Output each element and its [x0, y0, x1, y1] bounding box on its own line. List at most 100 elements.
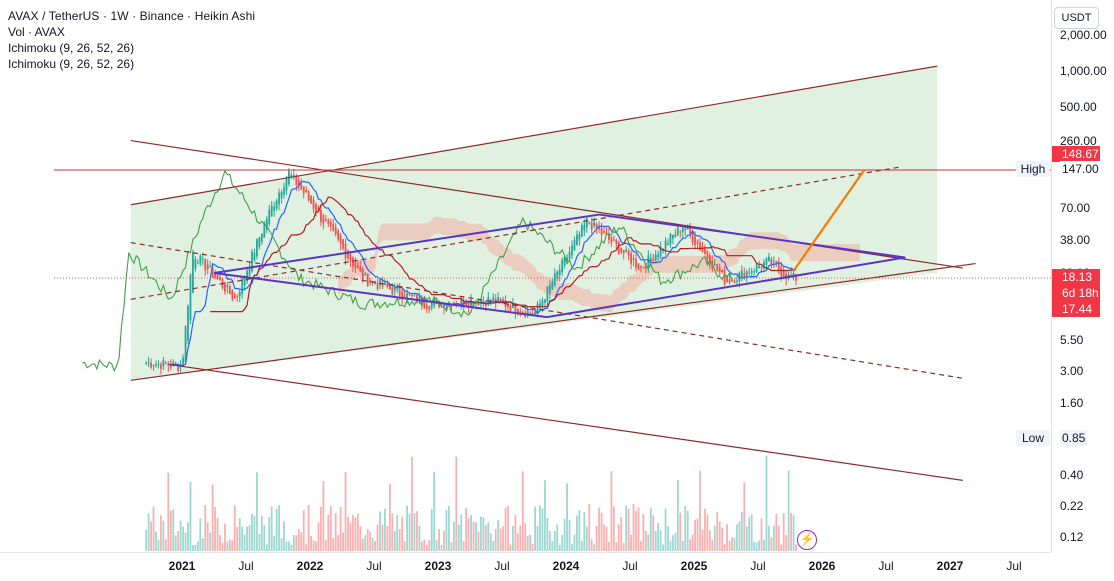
candle-body — [334, 227, 337, 235]
volume-bar — [381, 524, 384, 551]
volume-bar — [558, 544, 561, 551]
candle-body — [199, 255, 202, 264]
candle-body — [526, 310, 529, 315]
candle-body — [317, 208, 320, 211]
volume-bar — [307, 505, 310, 551]
candle-body — [622, 249, 625, 254]
volume-bar — [361, 539, 364, 551]
candle-body — [337, 230, 340, 240]
candle-body — [413, 294, 416, 296]
candle-body — [558, 269, 561, 276]
volume-bar — [435, 540, 438, 551]
volume-bar — [706, 514, 709, 551]
candle-body — [514, 305, 517, 313]
volume-bar — [723, 544, 726, 551]
volume-bar — [795, 544, 797, 551]
candle-body — [760, 267, 763, 269]
candle-body — [238, 292, 241, 297]
volume-bar — [384, 508, 386, 551]
current-price: 18.13 — [1062, 270, 1093, 284]
candle-body — [278, 192, 280, 205]
candle-body — [438, 300, 440, 308]
volume-bar — [189, 481, 192, 551]
volume-bar — [332, 537, 335, 551]
volume-bar — [194, 544, 197, 551]
volume-bar — [622, 543, 625, 551]
volume-bar — [640, 540, 642, 551]
candle-body — [728, 279, 731, 283]
time-tick-label: Jul — [238, 559, 254, 573]
volume-bar — [270, 506, 273, 551]
volume-bar — [248, 525, 251, 551]
ichimoku-cloud — [338, 216, 860, 313]
volume-bar — [327, 514, 330, 551]
time-axis[interactable]: 2021 Jul 2022 Jul 2023 Jul 2024 Jul 2025 Jul 2026 J… — [0, 552, 1051, 581]
candle-body — [617, 241, 620, 254]
candle-body — [324, 219, 327, 222]
volume-bar — [214, 507, 216, 551]
volume-bar — [374, 541, 376, 551]
symbol-title[interactable]: AVAX / TetherUS · 1W · Binance · Heikin … — [8, 9, 256, 23]
candle-body — [342, 239, 344, 249]
candle-body — [369, 279, 372, 283]
volume-legend[interactable]: Vol · AVAX — [8, 25, 65, 39]
time-tick-label: Jul — [622, 559, 638, 573]
candle-body — [667, 243, 669, 246]
volume-bar — [167, 472, 170, 551]
volume-bar — [644, 530, 647, 551]
candle-body — [632, 258, 635, 260]
volume-bar — [780, 544, 783, 551]
candle-body — [541, 300, 544, 306]
volume-bar — [273, 535, 276, 551]
ichimoku-legend-1[interactable]: Ichimoku (9, 26, 52, 26) — [8, 41, 135, 55]
volume-bar — [280, 538, 283, 551]
candle-body — [192, 252, 194, 293]
volume-bar — [743, 482, 746, 551]
volume-bar — [477, 531, 480, 551]
candle-body — [241, 278, 244, 295]
candle-body — [612, 239, 615, 241]
candle-body — [273, 206, 276, 211]
volume-bar — [713, 525, 716, 551]
volume-bar — [172, 509, 175, 551]
candle-body — [492, 297, 495, 300]
volume-bar — [736, 524, 738, 551]
candle-body — [507, 303, 509, 307]
volume-bar — [226, 541, 229, 551]
candle-body — [214, 271, 216, 278]
candle-body — [561, 259, 564, 273]
candle-body — [745, 271, 748, 276]
volume-bar — [605, 526, 608, 551]
volume-bar — [480, 516, 482, 551]
currency-button[interactable]: USDT — [1054, 7, 1099, 29]
volume-bar — [398, 529, 401, 551]
lightning-icon[interactable]: ⚡ — [797, 530, 817, 550]
price-chart-pane[interactable] — [0, 0, 1051, 552]
volume-bar — [334, 513, 337, 551]
time-tick-label: 2026 — [808, 559, 836, 573]
candle-body — [571, 245, 573, 256]
candle-body — [649, 257, 652, 262]
candle-body — [603, 231, 605, 233]
volume-bar — [595, 525, 598, 551]
volume-bar — [305, 544, 308, 551]
volume-bar — [686, 510, 689, 551]
candle-body — [393, 287, 396, 291]
volume-bar — [544, 480, 546, 551]
volume-bar — [401, 516, 404, 551]
volume-bar — [231, 540, 234, 551]
candle-body — [248, 267, 251, 276]
candle-body — [366, 274, 369, 287]
volume-bar — [672, 535, 674, 551]
candle-body — [521, 312, 524, 314]
volume-bar — [578, 509, 581, 551]
volume-bar — [497, 520, 500, 551]
candle-body — [285, 178, 288, 192]
volume-bar — [216, 517, 219, 551]
volume-bar — [475, 522, 477, 551]
candle-body — [600, 227, 603, 235]
ichimoku-legend-2[interactable]: Ichimoku (9, 26, 52, 26) — [8, 57, 135, 71]
candle-body — [428, 306, 431, 310]
candle-body — [465, 303, 468, 306]
